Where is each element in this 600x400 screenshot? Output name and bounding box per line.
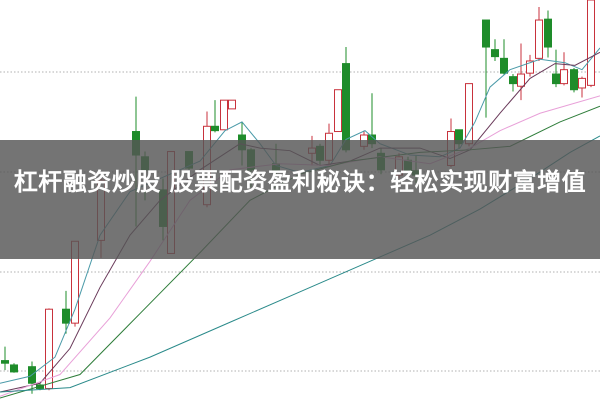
candle-body	[509, 76, 517, 85]
title-overlay-band	[0, 140, 600, 259]
candle-body	[587, 0, 595, 86]
candle-body	[500, 57, 508, 74]
candle-body	[517, 73, 525, 87]
candle-body	[465, 83, 473, 145]
candle-body	[228, 99, 236, 110]
candle-body	[578, 77, 586, 89]
candle-body	[10, 364, 18, 373]
candle-body	[544, 18, 552, 48]
candle-body	[211, 125, 219, 132]
candle-body	[526, 60, 534, 74]
candle-body	[1, 360, 9, 364]
candle-body	[560, 69, 568, 85]
candle-body	[491, 49, 499, 58]
candle-body	[62, 308, 70, 324]
candle-body	[482, 19, 490, 48]
candle-body	[220, 99, 228, 131]
candle-body	[535, 19, 543, 59]
candle-body	[552, 73, 560, 85]
candle-body	[334, 89, 342, 133]
candle-body	[45, 308, 53, 389]
article-title: 杠杆融资炒股 股票配资盈利秘诀：轻松实现财富增值	[13, 168, 587, 196]
candle-body	[570, 69, 578, 91]
candle-body	[342, 63, 350, 151]
